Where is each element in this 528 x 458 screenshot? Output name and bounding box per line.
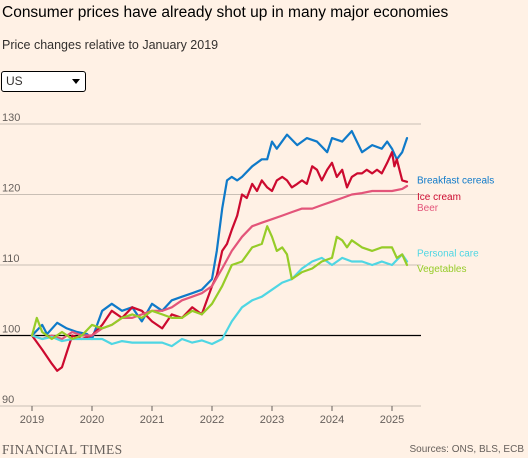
y-tick-label: 120 [2, 183, 20, 195]
series-line-vegetables [30, 225, 409, 341]
series-label-breakfast-cereals: Breakfast cereals [417, 176, 494, 187]
series-line-ice-cream [30, 151, 409, 372]
x-tick-label: 2019 [20, 414, 44, 426]
chart-subtitle: Price changes relative to January 2019 [2, 38, 219, 52]
x-tick-label: 2020 [80, 414, 104, 426]
chevron-down-icon [72, 79, 80, 84]
series-label-ice-cream: Ice cream [417, 192, 461, 203]
ft-logo: FINANCIAL TIMES [2, 442, 123, 457]
series-line-beer [30, 184, 409, 341]
source-note: Sources: ONS, BLS, ECB [409, 444, 525, 455]
x-tick-label: 2024 [320, 414, 344, 426]
x-tick-label: 2022 [200, 414, 224, 426]
series-label-vegetables: Vegetables [417, 264, 467, 275]
country-select[interactable]: US [1, 71, 86, 92]
y-tick-label: 100 [2, 324, 20, 336]
y-tick-label: 130 [2, 112, 20, 124]
series-label-personal-care: Personal care [417, 248, 479, 259]
series-label-beer: Beer [417, 203, 439, 214]
x-tick-label: 2021 [140, 414, 164, 426]
country-select-value: US [6, 74, 23, 88]
x-tick-label: 2023 [260, 414, 284, 426]
y-tick-label: 90 [2, 394, 14, 406]
chart-title: Consumer prices have already shot up in … [2, 4, 449, 21]
x-tick-label: 2025 [380, 414, 404, 426]
series-line-personal-care [30, 253, 409, 348]
y-tick-label: 110 [2, 253, 20, 265]
series-line-breakfast-cereals [30, 130, 409, 341]
